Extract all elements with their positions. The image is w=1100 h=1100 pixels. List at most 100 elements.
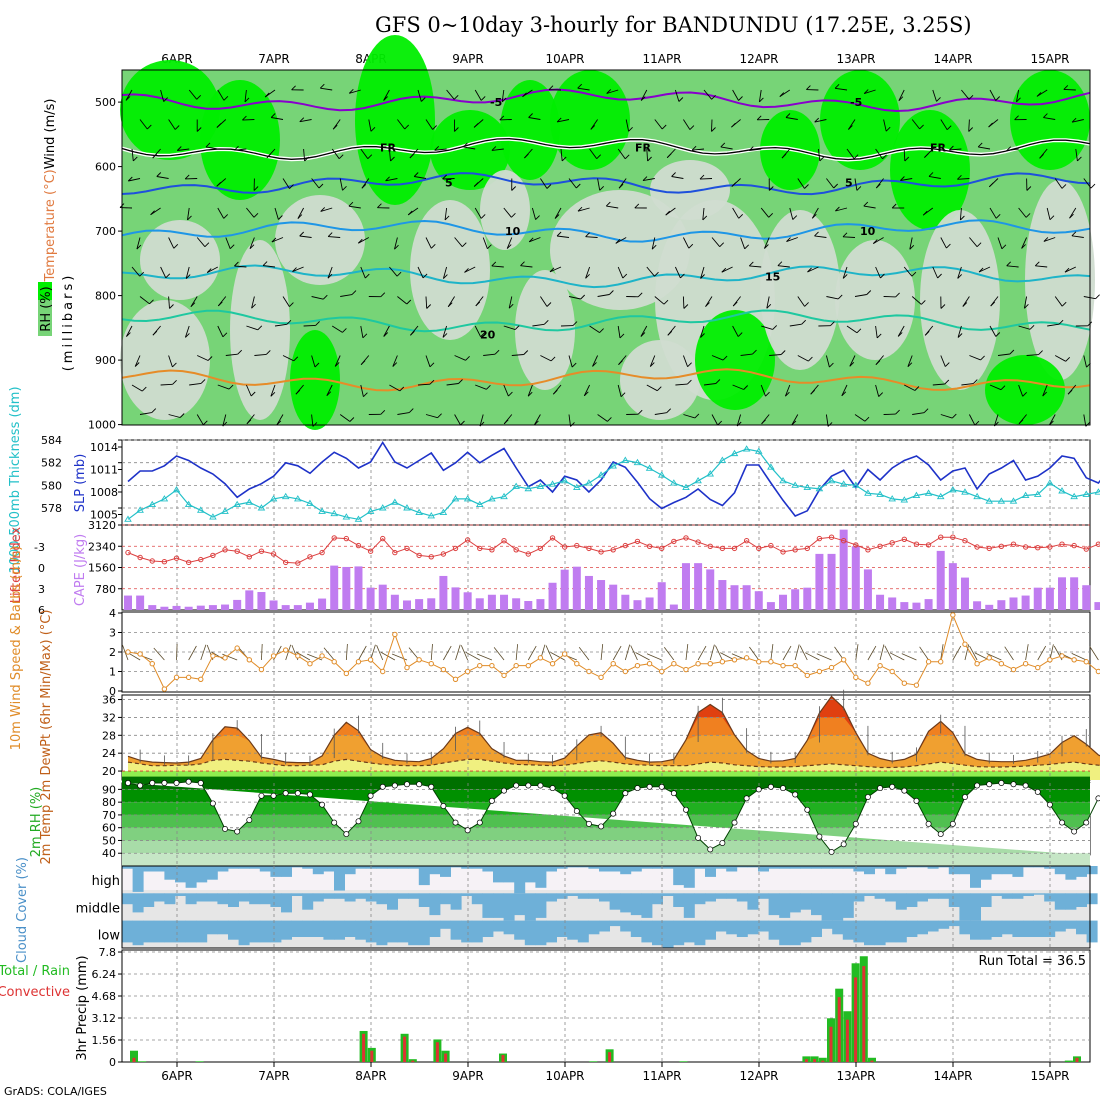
cloud-axis-label-part: Cloud Cover (%)	[15, 857, 30, 963]
wind-barb-flag	[834, 83, 840, 89]
thickness-point	[512, 482, 520, 489]
cloud-middle-bar	[577, 893, 589, 899]
cloud-middle-bar	[217, 893, 229, 905]
cloud-middle-bar	[408, 893, 420, 899]
wind-barb-flag	[486, 384, 491, 390]
cloud-middle-bar	[1054, 893, 1066, 910]
cape-bar	[1082, 585, 1091, 610]
precip-convective-bar	[829, 1026, 833, 1062]
cloud-low-bar	[185, 920, 197, 943]
rh-point	[367, 792, 374, 799]
wind-barb	[864, 89, 876, 95]
cloud-high-bar	[885, 866, 897, 875]
cape-bar	[888, 597, 897, 610]
wind-barb	[326, 384, 333, 396]
wind-barb	[503, 207, 512, 218]
wind-barb-flag	[377, 203, 382, 209]
wind-barb	[131, 266, 141, 277]
wind10-barb	[307, 653, 323, 661]
cloud-middle-bar	[853, 893, 865, 902]
cape-bar	[657, 582, 666, 610]
cloud-high-bar	[206, 866, 218, 880]
wind-barb-flag	[292, 267, 297, 272]
cape-tick-label: 2340	[88, 540, 116, 553]
thickness-point	[657, 471, 666, 478]
cape-bar	[597, 580, 606, 610]
thickness-point	[294, 495, 302, 502]
wind-barb-flag	[944, 379, 950, 385]
li-point	[792, 547, 798, 553]
cape-bar	[136, 595, 145, 610]
li-point	[865, 547, 871, 553]
rh-point	[573, 808, 580, 815]
wind-barb	[242, 119, 255, 121]
cloud-middle-bar	[683, 893, 695, 918]
temp-axis-label-part: 2m Temp 2m DewPt (6hr Min/Max) (°C)	[39, 610, 54, 865]
wind-barb	[417, 266, 424, 279]
wind-barb-flag	[363, 392, 368, 398]
wind-barb-flag	[362, 333, 368, 339]
wind10-point	[282, 647, 289, 653]
wind-barb	[842, 266, 848, 279]
thickness-point	[354, 515, 363, 522]
wind-barb-flag	[458, 379, 463, 384]
wind-barb-flag	[394, 244, 399, 250]
cape-bar	[245, 590, 254, 610]
wind-barb	[197, 355, 209, 361]
cloud-high-bar	[196, 866, 208, 883]
wind-barb-flag	[885, 126, 891, 132]
cloud-middle-bar	[493, 893, 504, 918]
wind-barb	[675, 383, 688, 386]
li-point	[1083, 546, 1089, 552]
wind-barb	[385, 178, 398, 182]
wind-barb	[900, 178, 913, 181]
thickness-point	[488, 495, 496, 502]
wind10-point	[440, 666, 447, 673]
wind-barb	[957, 178, 970, 180]
wind-barb-flag	[514, 325, 520, 330]
wind-barb-flag	[257, 325, 263, 331]
wind-barb	[789, 323, 802, 327]
wind-barb-flag	[923, 408, 929, 414]
cape-bar	[269, 600, 278, 610]
wind10-barb	[986, 653, 1002, 661]
wind-barb-flag	[791, 420, 797, 426]
cloud-middle-bar	[397, 893, 409, 899]
cloud-middle-bar	[874, 893, 886, 899]
wind-barb-flag	[895, 292, 900, 298]
precip-total-bar	[802, 1056, 811, 1062]
rh-high-region	[695, 310, 775, 410]
wind-barb	[1069, 207, 1077, 219]
li-point	[974, 544, 980, 550]
li-point	[161, 559, 168, 565]
wind-barb-flag	[1061, 301, 1067, 307]
wind-barb	[331, 325, 343, 333]
wind10-point	[295, 653, 301, 659]
precip-convective-bar	[370, 1050, 374, 1062]
precip-tick-label: 1.56	[92, 1034, 117, 1047]
wind-barb	[442, 325, 448, 338]
cloud-middle-bar	[917, 893, 928, 902]
cloud-high-bar	[726, 866, 738, 872]
thickness-point	[221, 507, 229, 514]
cape-bar	[706, 569, 715, 610]
rh-point	[161, 780, 168, 786]
li-point	[343, 535, 350, 542]
wind-barb-flag	[491, 146, 497, 151]
wind-barb-flag	[237, 349, 243, 355]
wind-barb-flag	[647, 156, 652, 162]
isotherm-line	[121, 264, 1091, 289]
wind-barb-flag	[628, 126, 633, 132]
cloud-low-bar	[546, 920, 557, 943]
wind-barb-flag	[234, 145, 239, 151]
wind-barb	[320, 207, 333, 212]
wind-barb-flag	[487, 244, 492, 250]
wind-barb-flag	[666, 408, 672, 414]
wind10-barb	[550, 652, 565, 661]
rh-point	[731, 819, 738, 826]
wind-barb	[417, 383, 431, 386]
wind-barb-flag	[1029, 324, 1035, 330]
cloud-low-bar	[440, 920, 451, 929]
wind-barb	[732, 384, 744, 390]
